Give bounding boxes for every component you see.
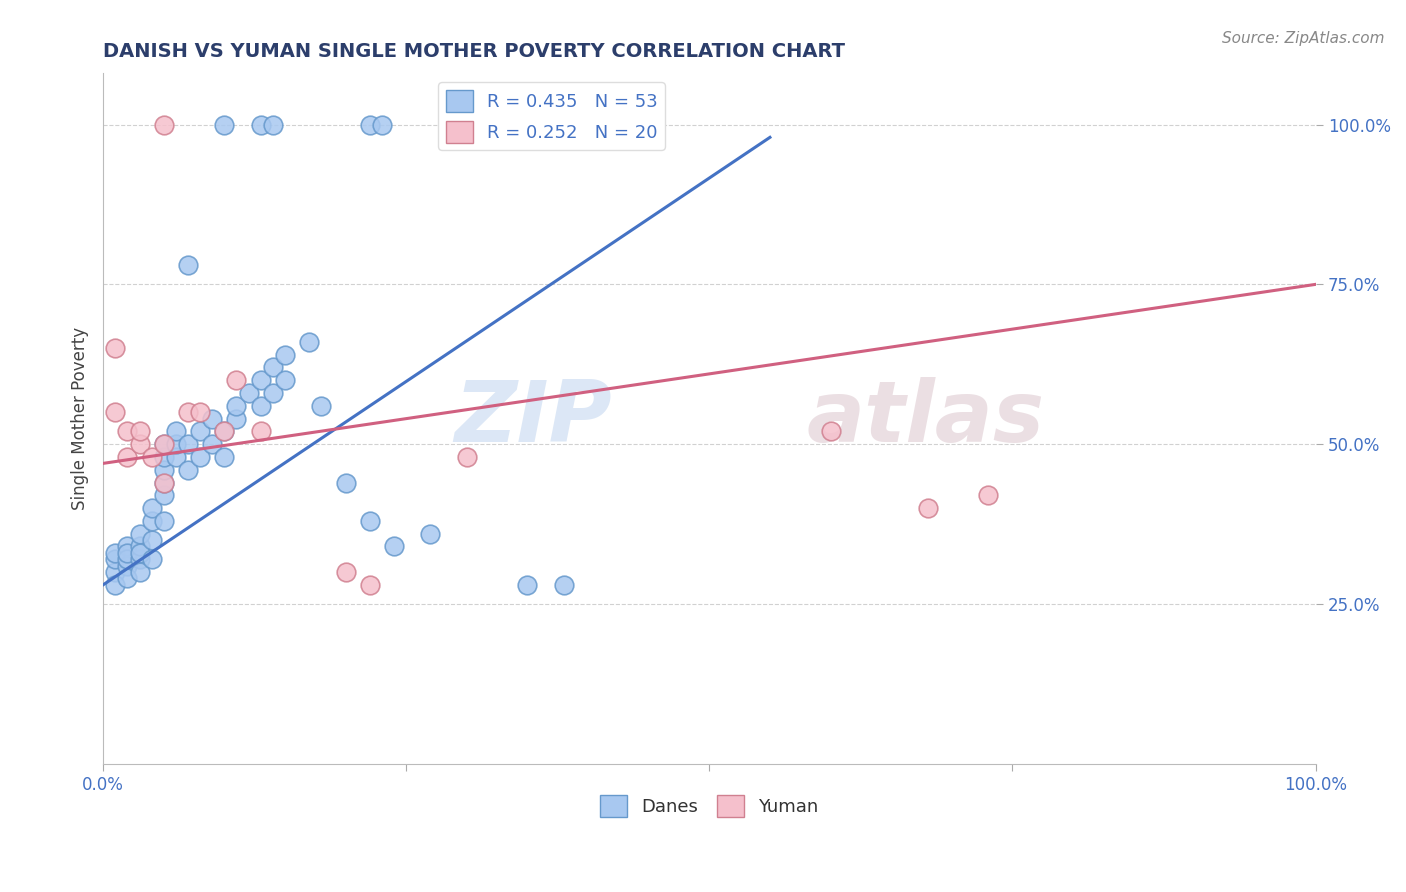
Point <box>128 425 150 439</box>
Point <box>382 540 405 554</box>
Point <box>214 118 236 132</box>
Point <box>117 546 139 560</box>
Point <box>249 118 271 132</box>
Point <box>553 578 575 592</box>
Point <box>516 578 538 592</box>
Point <box>152 463 174 477</box>
Point <box>225 411 247 425</box>
Point <box>141 552 163 566</box>
Point <box>238 386 260 401</box>
Point <box>249 399 271 413</box>
Point <box>104 578 127 592</box>
Point <box>165 437 187 451</box>
Point <box>262 386 284 401</box>
Point <box>335 565 357 579</box>
Point <box>274 348 297 362</box>
Point <box>188 450 211 464</box>
Point <box>128 546 150 560</box>
Point <box>359 578 381 592</box>
Point <box>141 533 163 547</box>
Point <box>117 552 139 566</box>
Point <box>152 514 174 528</box>
Point <box>359 118 381 132</box>
Point <box>335 475 357 490</box>
Point <box>214 425 236 439</box>
Point <box>152 437 174 451</box>
Point <box>371 118 394 132</box>
Point <box>479 118 502 132</box>
Point <box>249 425 271 439</box>
Point <box>249 373 271 387</box>
Point <box>977 488 1000 502</box>
Point <box>311 399 333 413</box>
Point <box>917 501 939 516</box>
Point <box>201 411 224 425</box>
Point <box>104 565 127 579</box>
Point <box>104 552 127 566</box>
Point <box>117 540 139 554</box>
Point <box>553 118 575 132</box>
Point <box>104 546 127 560</box>
Point <box>117 450 139 464</box>
Point <box>152 118 174 132</box>
Point <box>128 552 150 566</box>
Text: Source: ZipAtlas.com: Source: ZipAtlas.com <box>1222 31 1385 46</box>
Point <box>214 450 236 464</box>
Point <box>225 399 247 413</box>
Point <box>419 526 441 541</box>
Point <box>262 118 284 132</box>
Point <box>177 258 200 272</box>
Text: atlas: atlas <box>806 377 1045 460</box>
Point <box>274 373 297 387</box>
Point <box>456 118 478 132</box>
Point <box>152 475 174 490</box>
Point <box>214 425 236 439</box>
Point <box>188 425 211 439</box>
Point <box>141 514 163 528</box>
Point <box>177 405 200 419</box>
Point <box>128 526 150 541</box>
Point <box>262 360 284 375</box>
Point <box>165 450 187 464</box>
Point <box>359 514 381 528</box>
Point <box>152 475 174 490</box>
Point <box>104 341 127 355</box>
Point <box>188 405 211 419</box>
Point <box>117 425 139 439</box>
Point <box>128 437 150 451</box>
Point <box>201 437 224 451</box>
Point <box>468 118 491 132</box>
Point <box>152 437 174 451</box>
Point <box>456 450 478 464</box>
Point <box>165 425 187 439</box>
Point <box>553 118 575 132</box>
Point <box>177 463 200 477</box>
Text: DANISH VS YUMAN SINGLE MOTHER POVERTY CORRELATION CHART: DANISH VS YUMAN SINGLE MOTHER POVERTY CO… <box>103 42 845 61</box>
Y-axis label: Single Mother Poverty: Single Mother Poverty <box>72 327 89 510</box>
Point <box>177 437 200 451</box>
Point <box>225 373 247 387</box>
Point <box>152 450 174 464</box>
Legend: Danes, Yuman: Danes, Yuman <box>593 788 825 824</box>
Point <box>104 405 127 419</box>
Point <box>128 540 150 554</box>
Point <box>117 558 139 573</box>
Point <box>141 450 163 464</box>
Point <box>141 501 163 516</box>
Point <box>117 571 139 585</box>
Point <box>298 334 321 349</box>
Point <box>152 488 174 502</box>
Point <box>820 425 842 439</box>
Point <box>128 565 150 579</box>
Text: ZIP: ZIP <box>454 377 613 460</box>
